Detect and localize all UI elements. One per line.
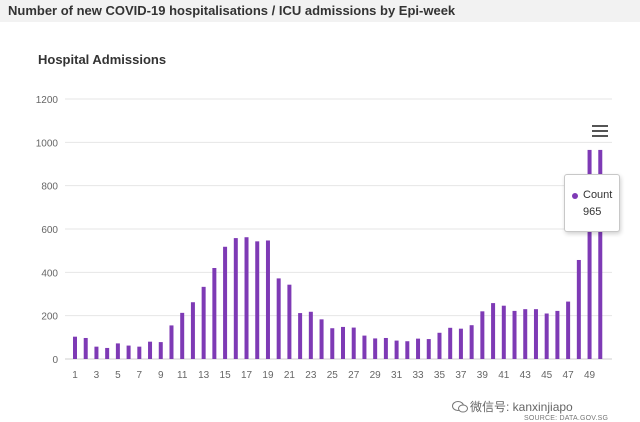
bar-week-14[interactable] bbox=[212, 268, 217, 359]
bar-week-34[interactable] bbox=[426, 339, 431, 359]
bar-week-41[interactable] bbox=[501, 305, 506, 359]
x-tick-label: 41 bbox=[498, 370, 510, 381]
y-tick-label: 400 bbox=[41, 268, 58, 279]
bar-week-18[interactable] bbox=[255, 241, 260, 359]
source-credit: SOURCE: DATA.GOV.SG bbox=[524, 415, 609, 422]
bar-week-27[interactable] bbox=[351, 327, 356, 359]
bar-week-6[interactable] bbox=[126, 345, 131, 359]
header-strip: Number of new COVID-19 hospitalisations … bbox=[0, 0, 640, 22]
bar-week-47[interactable] bbox=[566, 301, 571, 359]
tooltip: Count 965 bbox=[564, 174, 620, 232]
bar-week-16[interactable] bbox=[233, 238, 238, 359]
bar-week-50[interactable] bbox=[598, 149, 603, 359]
x-tick-label: 43 bbox=[520, 370, 532, 381]
x-tick-label: 15 bbox=[220, 370, 232, 381]
bar-week-2[interactable] bbox=[83, 337, 88, 359]
x-tick-label: 13 bbox=[198, 370, 210, 381]
bar-week-11[interactable] bbox=[180, 312, 185, 359]
x-tick-label: 17 bbox=[241, 370, 253, 381]
bar-week-17[interactable] bbox=[244, 237, 249, 359]
y-tick-label: 800 bbox=[41, 182, 58, 193]
x-tick-label: 45 bbox=[541, 370, 553, 381]
bar-week-25[interactable] bbox=[330, 328, 335, 359]
bar-week-39[interactable] bbox=[480, 311, 485, 359]
y-tick-label: 0 bbox=[52, 355, 58, 366]
bar-week-9[interactable] bbox=[158, 342, 163, 359]
bar-week-38[interactable] bbox=[469, 325, 474, 359]
x-tick-label: 47 bbox=[563, 370, 575, 381]
wechat-icon bbox=[452, 401, 468, 413]
bar-week-49[interactable] bbox=[587, 149, 592, 359]
x-tick-label: 19 bbox=[262, 370, 274, 381]
x-tick-label: 7 bbox=[137, 370, 143, 381]
bar-week-21[interactable] bbox=[287, 284, 292, 359]
y-tick-label: 600 bbox=[41, 225, 58, 236]
x-tick-label: 1 bbox=[72, 370, 78, 381]
watermark: 微信号: kanxinjiapo bbox=[450, 398, 573, 415]
bar-week-5[interactable] bbox=[115, 343, 120, 359]
bar-week-26[interactable] bbox=[341, 326, 345, 359]
bar-week-40[interactable] bbox=[491, 303, 496, 359]
bar-week-44[interactable] bbox=[533, 309, 538, 359]
bar-week-46[interactable] bbox=[555, 310, 560, 359]
bar-week-30[interactable] bbox=[383, 337, 388, 359]
x-tick-label: 35 bbox=[434, 370, 446, 381]
bar-week-3[interactable] bbox=[94, 346, 99, 359]
chart-card: Hospital Admissions 0 200 400 600 800 1000 120… bbox=[0, 22, 640, 422]
y-tick-label: 200 bbox=[41, 312, 58, 323]
y-tick-label: 1000 bbox=[36, 138, 59, 149]
x-tick-label: 25 bbox=[327, 370, 339, 381]
bar-week-29[interactable] bbox=[373, 338, 378, 359]
x-tick-label: 21 bbox=[284, 370, 296, 381]
chart-title: Hospital Admissions bbox=[38, 52, 167, 67]
x-tick-label: 37 bbox=[455, 370, 467, 381]
tooltip-value: 965 bbox=[583, 206, 602, 218]
bar-week-48[interactable] bbox=[576, 259, 581, 359]
bar-week-8[interactable] bbox=[148, 341, 153, 359]
bar-week-36[interactable] bbox=[448, 327, 453, 359]
bar-week-24[interactable] bbox=[319, 319, 324, 359]
bar-week-4[interactable] bbox=[105, 347, 110, 359]
bar-week-13[interactable] bbox=[201, 286, 206, 359]
x-tick-label: 3 bbox=[94, 370, 100, 381]
bar-week-10[interactable] bbox=[169, 325, 174, 359]
bar-week-33[interactable] bbox=[416, 338, 421, 359]
bar-week-12[interactable] bbox=[190, 302, 195, 359]
tooltip-label: Count bbox=[583, 189, 613, 201]
bar-week-7[interactable] bbox=[137, 346, 142, 359]
bar-week-31[interactable] bbox=[394, 340, 399, 359]
bar-week-32[interactable] bbox=[405, 341, 410, 359]
bar-week-42[interactable] bbox=[512, 310, 517, 359]
bar-week-28[interactable] bbox=[362, 335, 367, 359]
page-title: Number of new COVID-19 hospitalisations … bbox=[8, 3, 456, 18]
x-tick-label: 9 bbox=[158, 370, 164, 381]
x-tick-label: 11 bbox=[177, 370, 188, 381]
x-tick-label: 31 bbox=[391, 370, 403, 381]
bar-week-22[interactable] bbox=[298, 313, 303, 359]
bar-week-45[interactable] bbox=[544, 313, 549, 360]
bar-week-20[interactable] bbox=[276, 278, 281, 359]
bar-week-35[interactable] bbox=[437, 332, 442, 359]
bar-week-15[interactable] bbox=[223, 246, 228, 359]
x-tick-label: 49 bbox=[584, 370, 596, 381]
x-tick-label: 23 bbox=[305, 370, 317, 381]
x-tick-label: 39 bbox=[477, 370, 489, 381]
bar-week-19[interactable] bbox=[265, 240, 270, 359]
hamburger-icon[interactable] bbox=[592, 125, 608, 139]
bar-week-37[interactable] bbox=[458, 328, 463, 359]
watermark-text: 微信号: kanxinjiapo bbox=[470, 400, 573, 414]
x-tick-label: 33 bbox=[412, 370, 424, 381]
x-tick-label: 27 bbox=[348, 370, 360, 381]
bar-week-43[interactable] bbox=[523, 309, 528, 359]
dot-icon bbox=[572, 193, 578, 199]
x-tick-label: 5 bbox=[115, 370, 121, 381]
y-tick-label: 1200 bbox=[36, 95, 59, 106]
bar-week-1[interactable] bbox=[73, 336, 77, 359]
x-tick-label: 29 bbox=[370, 370, 382, 381]
bar-week-23[interactable] bbox=[308, 311, 313, 359]
